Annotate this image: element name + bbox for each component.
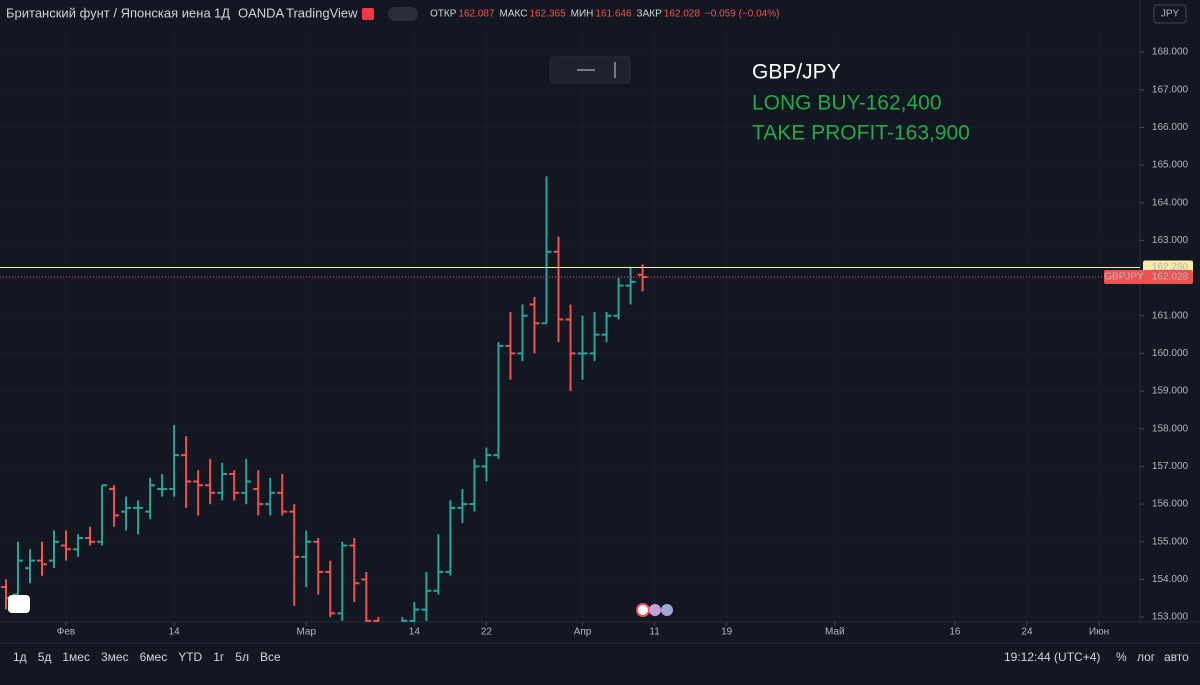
y-tick-label: 153.000: [1152, 612, 1189, 623]
symbol-label: GBPJPY: [1104, 272, 1144, 283]
ohlc-label: МАКС: [500, 9, 528, 20]
y-tick-label: 163.000: [1152, 235, 1189, 246]
ohlc-value: 162.028: [664, 9, 701, 20]
y-tick-label: 155.000: [1152, 536, 1189, 547]
ohlc-value: 161.646: [595, 9, 632, 20]
annotation: GBP/JPY: [752, 61, 841, 84]
period-button[interactable]: Все: [260, 650, 281, 664]
x-tick-label: Май: [825, 627, 845, 638]
y-tick-label: 161.000: [1152, 310, 1189, 321]
period-button[interactable]: 1г: [213, 650, 225, 664]
source: TradingView: [286, 5, 358, 20]
x-tick-label: Июн: [1089, 627, 1109, 638]
ohlc-value: 162.087: [458, 9, 495, 20]
y-tick-label: 166.000: [1152, 122, 1189, 133]
event-icon[interactable]: [649, 604, 661, 616]
x-tick-label: 11: [649, 627, 660, 638]
change: −0.059 (−0.04%): [705, 9, 780, 20]
clock: 19:12:44 (UTC+4): [1004, 650, 1100, 664]
y-tick-label: 157.000: [1152, 461, 1189, 472]
y-tick-label: 156.000: [1152, 499, 1189, 510]
period-button[interactable]: 6мес: [140, 650, 168, 664]
interval: 1Д: [214, 5, 230, 20]
currency-button[interactable]: [1153, 4, 1187, 24]
x-tick-label: 16: [949, 627, 961, 638]
period-button[interactable]: 1мес: [62, 650, 90, 664]
y-tick-label: 159.000: [1152, 386, 1189, 397]
tv-logo[interactable]: [8, 595, 30, 613]
ohlc-value: 162.365: [529, 9, 566, 20]
annotation: LONG BUY-162,400: [752, 92, 942, 115]
x-tick-label: 24: [1021, 627, 1033, 638]
period-button[interactable]: 5л: [235, 650, 249, 664]
x-tick-label: 14: [169, 627, 181, 638]
x-tick-label: 22: [481, 627, 493, 638]
price-label-bg: [1143, 270, 1193, 285]
x-tick-label: Мар: [296, 627, 316, 638]
ohlc-label: ОТКР: [430, 9, 457, 20]
period-button[interactable]: 1д: [13, 650, 27, 664]
flag-icon[interactable]: [362, 8, 374, 20]
price-label: 162.280: [1152, 262, 1189, 273]
y-tick-label: 165.000: [1152, 160, 1189, 171]
period-button[interactable]: 5д: [38, 650, 52, 664]
x-tick-label: 14: [409, 627, 421, 638]
x-tick-label: Фев: [57, 627, 75, 638]
exchange: OANDA: [238, 5, 285, 20]
symbol-label-bg: [1104, 270, 1144, 285]
ohlc-label: МИН: [571, 9, 594, 20]
option[interactable]: %: [1116, 650, 1127, 664]
ohlc-label: ЗАКР: [637, 9, 663, 20]
y-tick-label: 158.000: [1152, 423, 1189, 434]
y-tick-label: 154.000: [1152, 574, 1189, 585]
x-tick-label: Апр: [574, 627, 592, 638]
period-button[interactable]: 3мес: [101, 650, 129, 664]
y-tick-label: 168.000: [1152, 47, 1189, 58]
y-tick-label: 164.000: [1152, 197, 1189, 208]
event-icon[interactable]: [636, 603, 650, 617]
currency[interactable]: JPY: [1161, 9, 1180, 20]
price-label: 162.028: [1152, 272, 1189, 283]
toggle[interactable]: [388, 7, 418, 21]
option[interactable]: лог: [1137, 650, 1156, 664]
symbol: Британский фунт / Японская иена: [6, 5, 211, 20]
x-tick-label: 19: [721, 627, 733, 638]
y-tick-label: 160.000: [1152, 348, 1189, 359]
option[interactable]: авто: [1164, 650, 1189, 664]
annotation: TAKE PROFIT-163,900: [752, 122, 970, 145]
period-button[interactable]: YTD: [178, 650, 202, 664]
event-icon[interactable]: [661, 604, 673, 616]
y-tick-label: 167.000: [1152, 84, 1189, 95]
